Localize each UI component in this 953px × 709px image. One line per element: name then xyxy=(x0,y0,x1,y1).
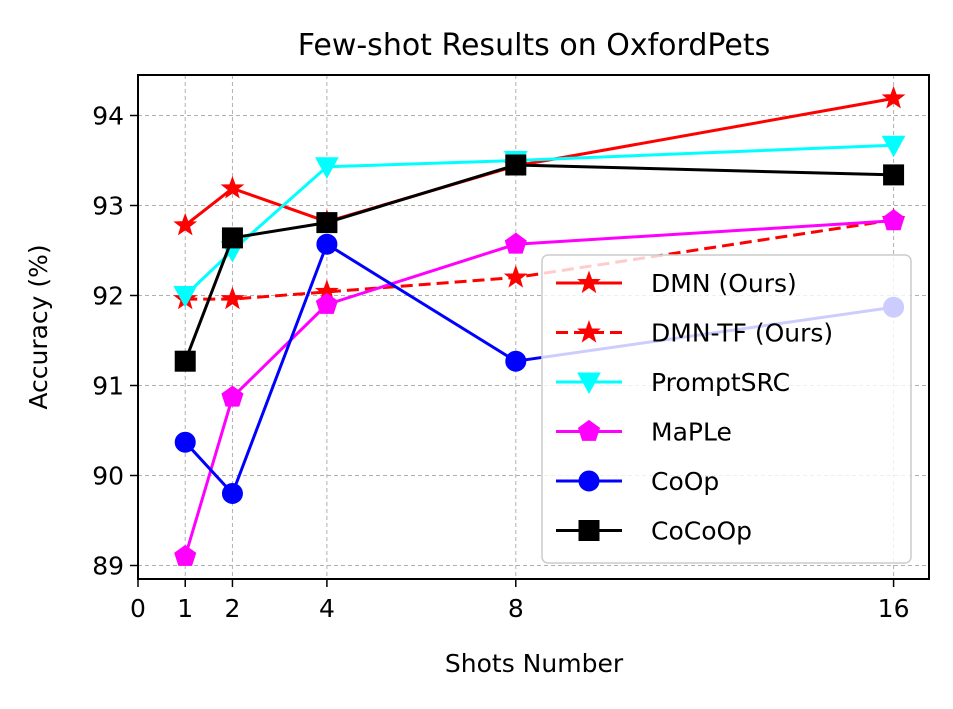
x-tick-label: 8 xyxy=(508,594,524,623)
data-point-promptsrc xyxy=(173,286,198,308)
data-point-dmn-ours xyxy=(881,85,906,109)
chart-title: Few-shot Results on OxfordPets xyxy=(298,28,771,63)
legend-marker-promptsrc xyxy=(577,372,601,395)
x-tick-label: 16 xyxy=(878,594,910,623)
data-point-promptsrc xyxy=(881,135,906,158)
y-tick-label: 92 xyxy=(92,282,124,311)
legend-marker-coop xyxy=(578,470,600,492)
data-point-maple xyxy=(221,385,244,407)
y-tick-label: 94 xyxy=(92,102,124,131)
y-axis-label: Accuracy (%) xyxy=(24,244,53,409)
legend-label-coop: CoOp xyxy=(651,467,719,496)
plot-series xyxy=(173,85,906,566)
legend-marker-dmn-tf-ours xyxy=(577,320,601,343)
data-point-coop xyxy=(316,233,338,255)
x-tick-label: 4 xyxy=(319,594,335,623)
series-cocoop xyxy=(174,154,905,372)
data-point-cocoop xyxy=(316,212,338,234)
legend-label-dmn-tf-ours: DMN-TF (Ours) xyxy=(651,319,833,348)
y-tick-label: 89 xyxy=(92,552,124,581)
data-point-maple xyxy=(315,292,338,314)
series-maple xyxy=(174,209,905,566)
axis-ticks: 0 1 2 4 8 16 89 90 91 92 93 94 xyxy=(92,102,909,624)
data-point-dmn-tf-ours xyxy=(220,286,245,310)
legend-marker-maple xyxy=(577,419,601,441)
data-point-cocoop xyxy=(883,164,905,186)
y-tick-label: 93 xyxy=(92,192,124,221)
data-point-cocoop xyxy=(174,350,196,372)
legend-marker-dmn-ours xyxy=(577,270,601,294)
y-tick-label: 90 xyxy=(92,462,124,491)
data-point-coop xyxy=(221,483,243,504)
legend: DMN (Ours) DMN-TF (Ours) PromptSRC MaPLe CoO… xyxy=(541,254,912,564)
data-point-promptsrc xyxy=(315,157,339,179)
x-axis-label: Shots Number xyxy=(445,649,624,678)
plot-frame xyxy=(137,74,930,580)
data-point-maple xyxy=(882,209,905,231)
data-point-dmn-tf-ours xyxy=(503,265,528,288)
x-tick-label: 0 xyxy=(130,594,146,623)
data-point-maple xyxy=(174,544,197,566)
legend-label-dmn-ours: DMN (Ours) xyxy=(651,269,797,298)
data-point-dmn-ours xyxy=(173,212,198,236)
x-tick-label: 2 xyxy=(224,594,240,623)
legend-marker-cocoop xyxy=(578,520,600,541)
y-tick-label: 91 xyxy=(92,372,124,401)
data-point-cocoop xyxy=(221,227,243,249)
legend-label-maple: MaPLe xyxy=(651,418,732,447)
data-point-dmn-ours xyxy=(220,175,245,199)
data-point-coop xyxy=(174,431,196,453)
data-point-coop xyxy=(505,350,527,372)
data-point-maple xyxy=(504,232,527,254)
data-point-cocoop xyxy=(505,154,527,176)
x-tick-label: 1 xyxy=(177,594,193,623)
legend-label-cocoop: CoCoOp xyxy=(651,517,752,546)
legend-label-promptsrc: PromptSRC xyxy=(651,368,790,397)
legend-box xyxy=(541,254,912,564)
